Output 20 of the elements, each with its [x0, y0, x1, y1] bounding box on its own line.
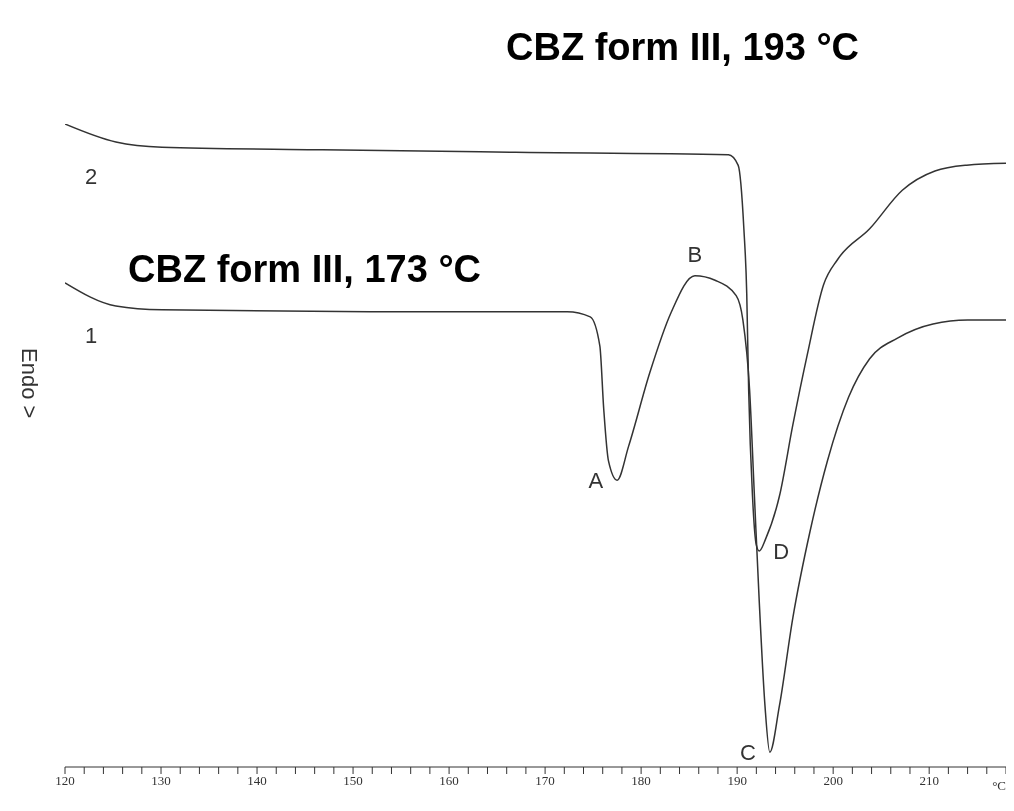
- x-axis-title: °C: [992, 778, 1006, 794]
- series-label: 1: [85, 322, 98, 348]
- annotation: B: [687, 241, 703, 267]
- y-axis-title: Endo >: [16, 348, 42, 419]
- annotation: A: [588, 468, 604, 494]
- annotation: CBZ form III, 173 °C: [128, 248, 482, 291]
- x-tick-label: 150: [343, 773, 363, 789]
- x-tick-label: 120: [55, 773, 75, 789]
- x-tick-label: 200: [823, 773, 843, 789]
- x-tick-label: 160: [439, 773, 459, 789]
- x-tick-label: 210: [919, 773, 939, 789]
- annotation: D: [773, 538, 790, 564]
- x-tick-label: 180: [631, 773, 651, 789]
- series-label: 2: [85, 164, 98, 189]
- annotation: C: [739, 740, 756, 766]
- x-tick-label: 170: [535, 773, 555, 789]
- x-tick-label: 190: [727, 773, 747, 789]
- text: CBZ form III, 193 °C: [506, 26, 860, 69]
- x-tick-label: 130: [151, 773, 171, 789]
- x-tick-label: 140: [247, 773, 267, 789]
